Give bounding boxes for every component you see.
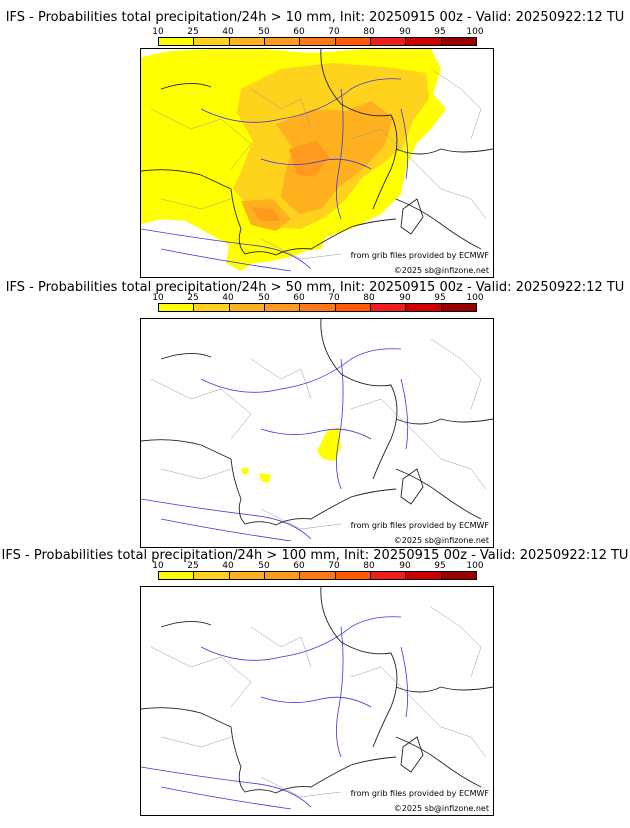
colorbar-segment — [370, 304, 407, 311]
panel-title: IFS - Probabilities total precipitation/… — [5, 10, 625, 25]
legend-label: 90 — [399, 293, 411, 303]
legend-label: 95 — [434, 293, 446, 303]
legend-label: 10 — [152, 27, 164, 37]
legend-labels: 10 25 40 50 60 70 80 90 95 100 — [152, 561, 483, 571]
legend-label: 40 — [222, 561, 234, 571]
legend-label: 50 — [258, 293, 270, 303]
colorbar-segment — [194, 38, 230, 45]
legend-label: 90 — [399, 27, 411, 37]
legend-label: 100 — [466, 293, 484, 303]
legend-label: 50 — [258, 27, 270, 37]
rivers — [141, 616, 409, 810]
legend-label: 70 — [328, 293, 340, 303]
legend-label: 80 — [363, 293, 375, 303]
colorbar-segment — [194, 572, 230, 579]
legend-label: 50 — [258, 561, 270, 571]
colorbar-segment — [370, 38, 407, 45]
legend-label: 60 — [293, 293, 305, 303]
colorbar — [158, 303, 477, 312]
legend-label: 10 — [152, 293, 164, 303]
legend-label: 60 — [293, 27, 305, 37]
map-area: from grib files provided by ECMWF ©2025 … — [140, 586, 494, 816]
colorbar-segment — [335, 572, 371, 579]
legend-labels: 10 25 40 50 60 70 80 90 95 100 — [152, 27, 483, 37]
legend-label: 25 — [187, 561, 199, 571]
credit-site: ©2025 sb@infizone.net — [393, 536, 489, 545]
colorbar-segment — [159, 572, 195, 579]
map-area: from grib files provided by ECMWF ©2025 … — [140, 48, 494, 278]
colorbar-segment — [229, 38, 265, 45]
colorbar-segment — [300, 38, 336, 45]
legend-label: 40 — [222, 293, 234, 303]
regions — [150, 606, 487, 798]
borders — [141, 49, 493, 256]
legend-label: 95 — [434, 561, 446, 571]
colorbar-segment — [335, 38, 371, 45]
prob-area-50 — [251, 141, 329, 221]
borders — [141, 587, 493, 794]
legend-label: 100 — [466, 27, 484, 37]
borders — [141, 319, 493, 526]
legend-label: 25 — [187, 27, 199, 37]
legend-label: 25 — [187, 293, 199, 303]
colorbar-segment — [159, 38, 195, 45]
credit-grib: from grib files provided by ECMWF — [350, 251, 489, 260]
rivers — [141, 348, 409, 542]
credit-site: ©2025 sb@infizone.net — [393, 266, 489, 275]
legend-label: 70 — [328, 27, 340, 37]
colorbar-segment — [264, 572, 301, 579]
legend-label: 60 — [293, 561, 305, 571]
panel-100mm: IFS - Probabilities total precipitation/… — [0, 538, 630, 828]
legend-label: 10 — [152, 561, 164, 571]
legend-label: 100 — [466, 561, 484, 571]
regions — [150, 338, 487, 530]
colorbar-segment — [441, 38, 476, 45]
colorbar-segment — [264, 304, 301, 311]
legend-label: 80 — [363, 27, 375, 37]
colorbar — [158, 37, 477, 46]
map-area: from grib files provided by ECMWF ©2025 … — [140, 318, 494, 548]
legend-label: 70 — [328, 561, 340, 571]
panel-10mm: IFS - Probabilities total precipitation/… — [0, 0, 630, 280]
credit-site: ©2025 sb@infizone.net — [393, 804, 489, 813]
rivers — [141, 78, 409, 272]
legend-label: 40 — [222, 27, 234, 37]
colorbar-segment — [335, 304, 371, 311]
panel-50mm: IFS - Probabilities total precipitation/… — [0, 270, 630, 550]
credit-grib: from grib files provided by ECMWF — [350, 789, 489, 798]
colorbar-segment — [441, 304, 476, 311]
colorbar-segment — [300, 572, 336, 579]
panel-title: IFS - Probabilities total precipitation/… — [1, 548, 629, 563]
colorbar-segment — [441, 572, 476, 579]
legend-labels: 10 25 40 50 60 70 80 90 95 100 — [152, 293, 483, 303]
regions — [150, 68, 487, 260]
colorbar-segment — [264, 38, 301, 45]
colorbar-segment — [229, 304, 265, 311]
colorbar-segment — [300, 304, 336, 311]
prob-area-10 — [241, 427, 341, 483]
colorbar-segment — [406, 304, 442, 311]
legend-label: 80 — [363, 561, 375, 571]
colorbar-segment — [406, 572, 442, 579]
legend-label: 90 — [399, 561, 411, 571]
legend-label: 95 — [434, 27, 446, 37]
colorbar-segment — [406, 38, 442, 45]
colorbar — [158, 571, 477, 580]
colorbar-segment — [229, 572, 265, 579]
colorbar-segment — [159, 304, 195, 311]
panel-title: IFS - Probabilities total precipitation/… — [5, 280, 625, 295]
colorbar-segment — [194, 304, 230, 311]
credit-grib: from grib files provided by ECMWF — [350, 521, 489, 530]
colorbar-segment — [370, 572, 407, 579]
